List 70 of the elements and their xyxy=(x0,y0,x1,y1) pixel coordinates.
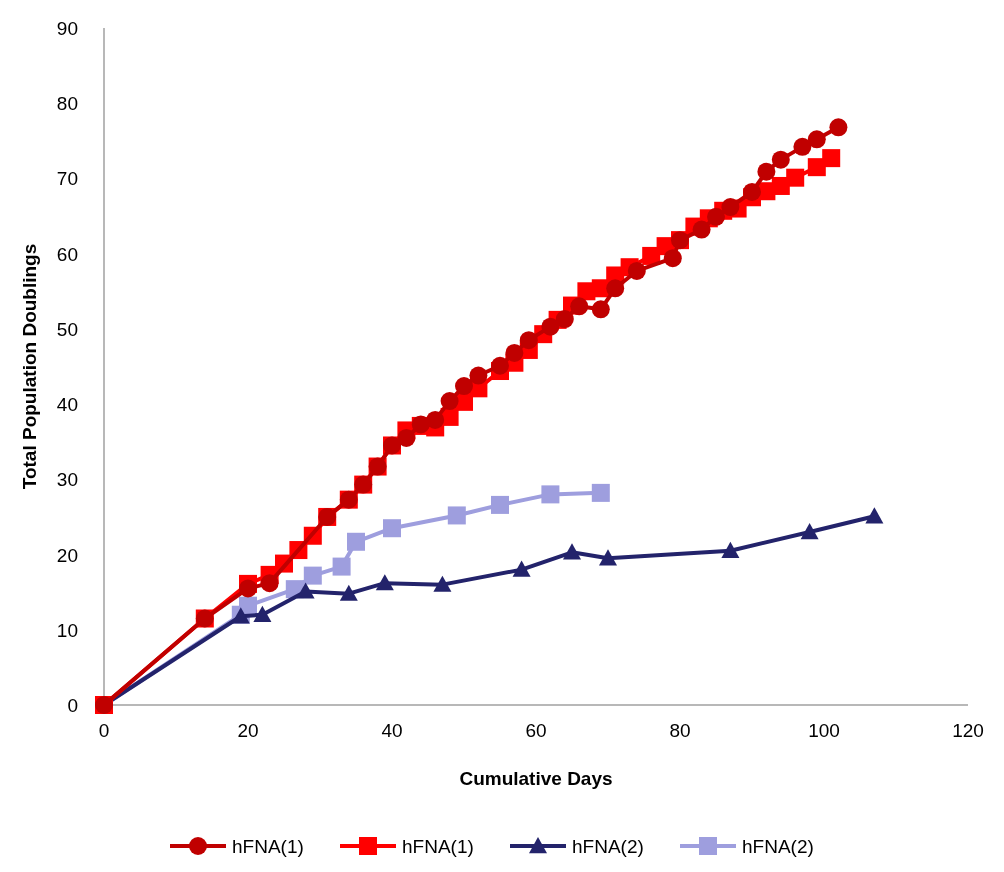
y-axis-title: Total Population Doublings xyxy=(19,243,40,490)
point xyxy=(721,541,740,558)
x-tick-label: 0 xyxy=(98,720,110,741)
point xyxy=(692,220,711,239)
point xyxy=(807,130,826,149)
y-tick-label: 20 xyxy=(56,544,78,566)
point xyxy=(455,377,473,396)
point xyxy=(771,150,790,169)
point xyxy=(570,297,589,316)
point xyxy=(541,485,560,504)
point xyxy=(491,356,509,375)
point xyxy=(563,543,581,560)
point xyxy=(347,532,365,551)
point xyxy=(440,392,459,411)
point xyxy=(512,560,531,577)
point xyxy=(663,249,682,268)
point xyxy=(469,366,488,385)
point xyxy=(591,300,610,319)
x-tick-label: 80 xyxy=(669,720,691,741)
point xyxy=(800,522,819,540)
point xyxy=(397,428,416,447)
y-tick-label: 60 xyxy=(56,243,78,265)
y-tick-label: 80 xyxy=(56,93,78,115)
point xyxy=(433,575,452,592)
point xyxy=(332,557,351,576)
point xyxy=(707,207,725,226)
point xyxy=(541,317,560,336)
point xyxy=(260,574,279,593)
point xyxy=(786,168,805,187)
legend-label: hFNA(1) xyxy=(232,836,304,857)
point xyxy=(447,506,466,525)
y-tick-label: 0 xyxy=(67,695,78,716)
point xyxy=(296,582,315,599)
y-tick-label: 70 xyxy=(56,168,78,190)
point xyxy=(383,519,401,538)
y-tick-label: 90 xyxy=(56,18,78,39)
point xyxy=(505,343,524,362)
point xyxy=(793,137,812,156)
point xyxy=(426,410,445,429)
point xyxy=(239,579,257,598)
y-tick-label: 30 xyxy=(56,469,78,491)
legend-label: hFNA(2) xyxy=(572,836,644,857)
x-tick-label: 120 xyxy=(952,720,984,741)
point xyxy=(721,198,740,217)
point xyxy=(303,566,322,585)
point xyxy=(757,162,776,181)
point xyxy=(599,549,617,566)
point xyxy=(822,149,841,168)
x-tick-label: 60 xyxy=(525,720,547,741)
point xyxy=(743,182,761,201)
point xyxy=(606,279,625,298)
legend-label: hFNA(2) xyxy=(742,836,814,857)
point xyxy=(591,483,610,502)
y-tick-label: 50 xyxy=(56,318,78,340)
y-tick-label: 10 xyxy=(56,619,78,641)
point xyxy=(627,261,646,280)
point xyxy=(491,495,509,514)
point xyxy=(829,118,848,137)
point xyxy=(253,605,272,622)
point xyxy=(555,310,574,329)
x-tick-label: 100 xyxy=(808,720,840,741)
x-tick-label: 40 xyxy=(381,720,403,741)
y-tick-label: 40 xyxy=(56,394,78,416)
point xyxy=(865,507,884,524)
x-axis-title: Cumulative Days xyxy=(459,768,613,789)
legend-label: hFNA(1) xyxy=(402,836,474,857)
point xyxy=(519,331,538,350)
point xyxy=(375,574,394,591)
point xyxy=(339,584,358,601)
x-tick-label: 20 xyxy=(237,720,259,741)
